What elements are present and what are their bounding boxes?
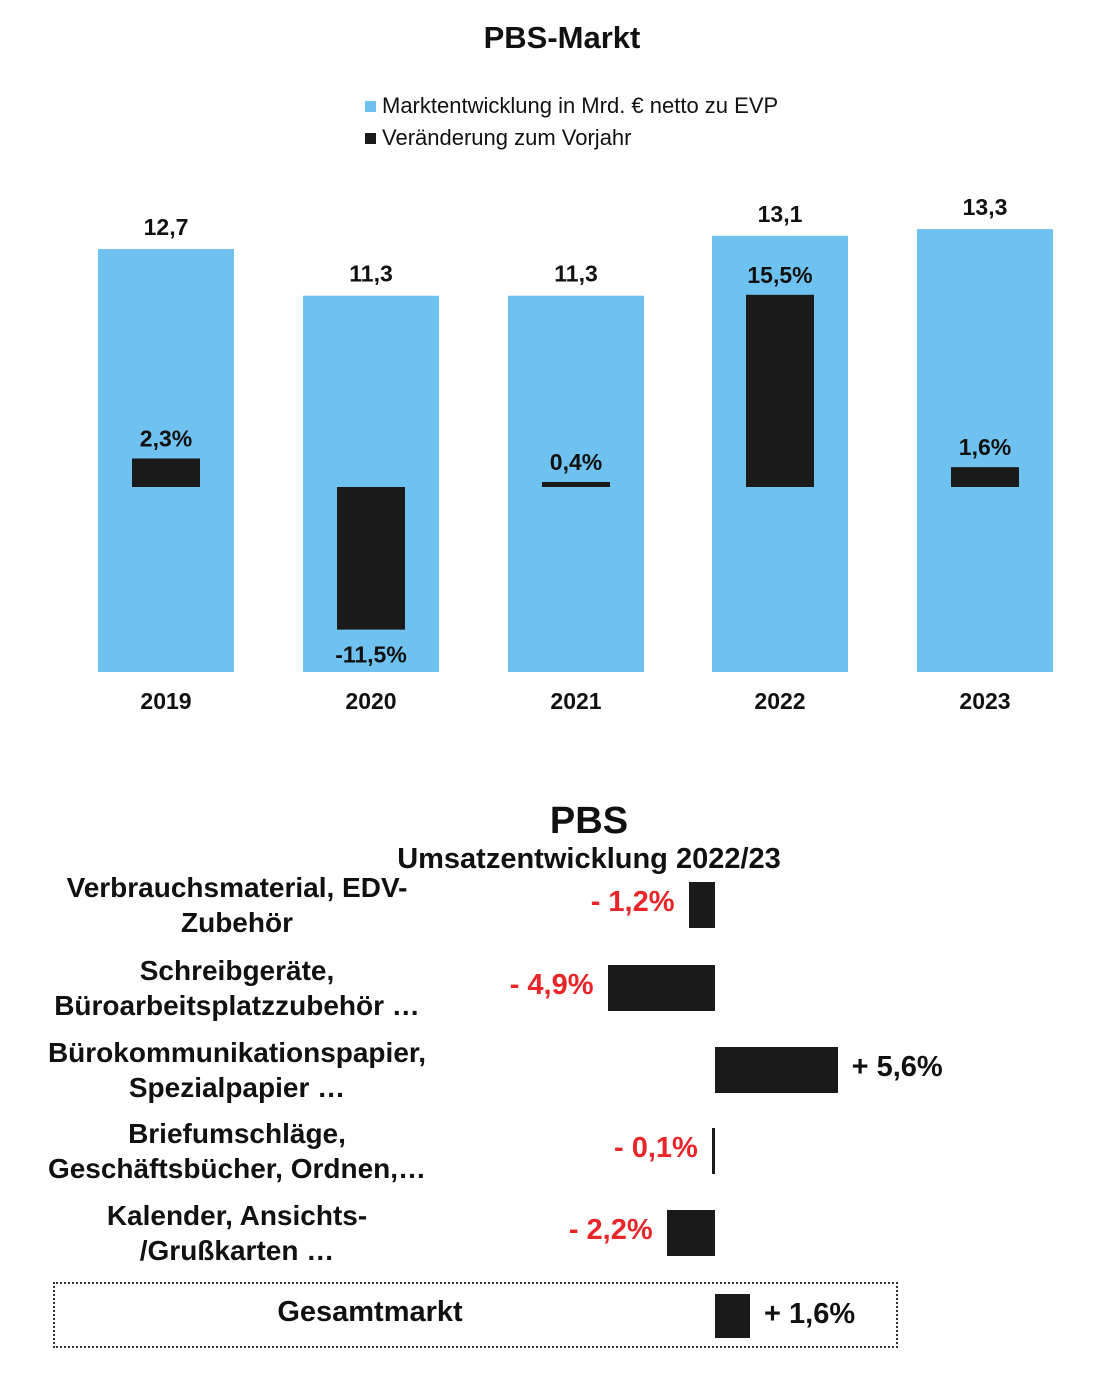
market-bar-chart: 12,7 2,3% 2019 11,3 -11,5% 2020 11,3 0,4% 2021 13… <box>98 194 1053 714</box>
legend-item-market: Marktentwicklung in Mrd. € netto zu EVP <box>365 90 778 122</box>
category-label: Briefumschläge, Geschäftsbücher, Ordnen,… <box>2 1116 472 1186</box>
category-label-line: Bürokommunikationspapier, <box>47 1037 427 1068</box>
category-label-line: Spezialpapier … <box>128 1072 346 1103</box>
category-label: Verbrauchsmaterial, EDV- Zubehör <box>2 870 472 940</box>
total-label: Gesamtmarkt <box>277 1296 463 1328</box>
legend: Marktentwicklung in Mrd. € netto zu EVP … <box>365 90 778 154</box>
segment-value-label: + 5,6% <box>851 1051 943 1083</box>
change-value-label-2019: 2,3% <box>140 425 192 451</box>
market-value-label-2020: 11,3 <box>349 261 393 287</box>
legend-label-market: Marktentwicklung in Mrd. € netto zu EVP <box>382 93 779 118</box>
total-bar <box>715 1294 751 1338</box>
segment-value-label: - 4,9% <box>509 969 594 1001</box>
year-tick-label-2021: 2021 <box>550 688 601 714</box>
segment-value-label: - 2,2% <box>568 1214 653 1246</box>
legend-swatch-market <box>365 100 376 112</box>
change-value-label-2021: 0,4% <box>550 449 602 475</box>
category-label-line: Zubehör <box>181 907 293 938</box>
change-bar-2021 <box>542 482 610 487</box>
category-label: Bürokommunikationspapier, Spezialpapier … <box>2 1035 472 1105</box>
year-tick-label-2023: 2023 <box>959 688 1010 714</box>
segment-bar <box>607 965 715 1011</box>
chart-title: PBS-Markt <box>483 20 641 55</box>
change-bar-2023 <box>951 467 1019 487</box>
legend-item-change: Veränderung zum Vorjahr <box>365 122 778 154</box>
category-label: Kalender, Ansichts- /Grußkarten … <box>2 1198 472 1268</box>
category-label-line: Geschäftsbücher, Ordnen,… <box>47 1153 427 1184</box>
chart2-title: PBS <box>549 800 629 842</box>
legend-swatch-change <box>365 132 376 144</box>
year-tick-label-2019: 2019 <box>140 688 191 714</box>
category-label-line: Verbrauchsmaterial, EDV- <box>66 872 408 903</box>
change-bar-2020 <box>337 487 405 630</box>
change-value-label-2023: 1,6% <box>959 434 1011 460</box>
segment-value-label: - 1,2% <box>590 886 675 918</box>
change-bar-2019 <box>132 458 200 487</box>
segment-bar <box>712 1128 715 1174</box>
market-value-label-2023: 13,3 <box>963 194 1008 220</box>
total-value-label: + 1,6% <box>764 1298 856 1330</box>
category-label-line: /Grußkarten … <box>139 1235 335 1266</box>
segment-bar <box>666 1210 715 1256</box>
market-value-label-2021: 11,3 <box>554 261 598 287</box>
change-value-label-2020: -11,5% <box>335 642 407 668</box>
total-box <box>53 1282 898 1348</box>
year-tick-label-2022: 2022 <box>754 688 805 714</box>
market-value-label-2019: 12,7 <box>144 214 189 240</box>
category-label-line: Briefumschläge, <box>128 1118 346 1149</box>
market-value-label-2022: 13,1 <box>758 201 803 227</box>
change-value-label-2022: 15,5% <box>747 262 812 288</box>
year-tick-label-2020: 2020 <box>345 688 396 714</box>
legend-label-change: Veränderung zum Vorjahr <box>382 125 632 150</box>
category-label-line: Kalender, Ansichts- <box>106 1200 368 1231</box>
category-label: Schreibgeräte, Büroarbeitsplatzzubehör … <box>2 953 472 1023</box>
category-label-line: Büroarbeitsplatzzubehör … <box>54 990 420 1021</box>
segment-bar <box>688 882 715 928</box>
segment-bar <box>715 1047 838 1093</box>
market-bar-2023 <box>917 229 1053 673</box>
change-bar-2022 <box>746 294 814 487</box>
category-label-line: Schreibgeräte, <box>139 955 335 986</box>
chart2-subtitle: Umsatzentwicklung 2022/23 <box>397 843 781 875</box>
segment-value-label: - 0,1% <box>614 1132 698 1164</box>
